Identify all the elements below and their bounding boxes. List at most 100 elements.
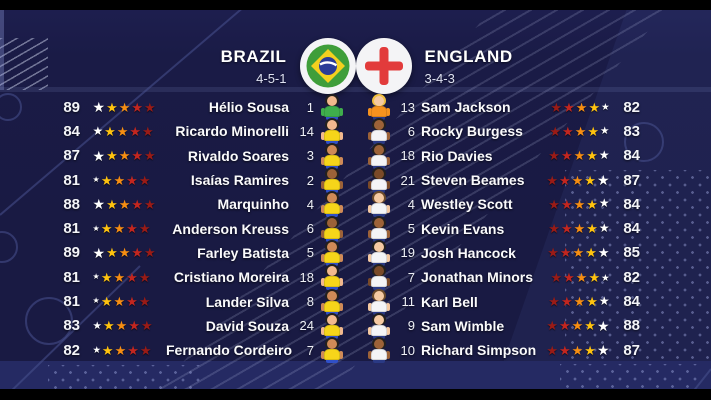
home-star-rating: ★ ★ ★ ★ ★ <box>80 319 166 332</box>
home-star-rating: ★ ★ ★ ★ ★ <box>80 295 166 308</box>
avatar-armR <box>339 326 343 335</box>
lineup-row: 81 ★ ★ ★ ★ ★ Anderson Kreuss 6 5 Kevin Evans… <box>0 215 711 242</box>
avatar-torso <box>324 276 340 288</box>
avatar-face <box>327 290 337 301</box>
home-player-avatar-icon <box>320 167 344 194</box>
star-icon: ★ <box>563 99 575 115</box>
away-player-entry: 13 Sam Jackson ★ ★ ★ ★ ★ 82 <box>367 94 640 121</box>
star-icon: ★ <box>144 148 156 164</box>
star-icon: ★ <box>560 148 573 164</box>
home-team-name: BRAZIL <box>220 47 287 66</box>
star-icon: ★ <box>103 318 115 334</box>
away-player-name: Sam Wimble <box>421 317 505 334</box>
star-icon: ★ <box>572 245 585 261</box>
star-icon: ★ <box>596 172 610 189</box>
away-player-number: 11 <box>401 294 416 310</box>
home-player-avatar-icon <box>320 288 344 315</box>
away-player-name: Westley Scott <box>421 196 513 213</box>
star-icon: ★ <box>129 123 142 139</box>
avatar-armL <box>368 156 372 165</box>
home-player-avatar-icon <box>320 94 344 121</box>
away-player-entry: 7 Jonathan Minors ★ ★ ★ ★ ★ 82 <box>367 264 640 291</box>
avatar-armL <box>368 278 372 287</box>
away-player-number: 4 <box>407 196 415 212</box>
avatar-armL <box>321 205 325 214</box>
avatar-face <box>327 339 337 350</box>
home-player-avatar-icon <box>320 239 344 266</box>
avatar-face <box>374 217 384 228</box>
away-player-rating: 87 <box>623 341 640 359</box>
home-player-entry: 84 ★ ★ ★ ★ ★ Ricardo Minorelli 14 <box>52 118 344 145</box>
away-star-rating: ★ ★ ★ ★ ★ <box>536 246 612 259</box>
star-icon: ★ <box>92 319 103 332</box>
away-player-rating: 84 <box>623 195 640 213</box>
away-player-name: Rocky Burgess <box>421 123 523 140</box>
home-player-avatar-icon <box>320 312 344 339</box>
home-player-rating: 84 <box>63 122 80 140</box>
star-icon: ★ <box>142 123 154 139</box>
avatar-face <box>327 120 337 131</box>
star-icon: ★ <box>598 293 610 308</box>
star-icon: ★ <box>575 269 588 285</box>
avatar-armR <box>339 351 343 360</box>
star-icon: ★ <box>100 221 113 237</box>
avatar-armL <box>321 181 325 190</box>
home-player-rating: 88 <box>63 195 80 213</box>
home-player-entry: 81 ★ ★ ★ ★ ★ Isaías Ramires 2 <box>52 167 344 194</box>
star-icon: ★ <box>92 244 106 261</box>
star-icon: ★ <box>92 272 100 282</box>
avatar-armL <box>321 108 325 117</box>
star-icon: ★ <box>92 123 104 138</box>
team-flags <box>299 38 412 94</box>
avatar-armR <box>386 132 390 141</box>
england-flag-icon <box>355 38 412 94</box>
lineup-row: 87 ★ ★ ★ ★ ★ Rivaldo Soares 3 18 Rio Davies … <box>0 142 711 169</box>
avatar-face <box>327 266 337 277</box>
home-star-rating: ★ ★ ★ ★ ★ <box>80 100 166 114</box>
away-player-avatar-icon <box>367 264 391 291</box>
star-icon: ★ <box>548 221 560 237</box>
star-icon: ★ <box>113 294 126 310</box>
home-star-rating: ★ ★ ★ ★ ★ <box>80 149 166 163</box>
avatar-armL <box>321 278 325 287</box>
home-player-number: 6 <box>306 221 314 237</box>
home-player-rating: 87 <box>63 147 80 165</box>
avatar-torso <box>371 179 387 191</box>
away-player-rating: 82 <box>623 98 640 116</box>
home-team-block: BRAZIL 4-5-1 <box>117 38 300 86</box>
star-icon: ★ <box>118 196 131 212</box>
avatar-torso <box>371 251 387 263</box>
star-icon: ★ <box>584 172 596 188</box>
home-player-rating: 82 <box>63 341 80 359</box>
letterbox-bottom <box>0 389 711 400</box>
home-star-rating: ★ ★ ★ ★ ★ <box>80 222 166 235</box>
avatar-armR <box>339 132 343 141</box>
star-icon: ★ <box>571 172 584 188</box>
avatar-armL <box>321 132 325 141</box>
star-icon: ★ <box>546 172 558 188</box>
avatar-face <box>374 96 384 107</box>
star-icon: ★ <box>138 221 151 237</box>
home-star-rating: ★ ★ ★ ★ ★ <box>80 271 166 284</box>
away-player-avatar-icon <box>367 118 391 145</box>
star-icon: ★ <box>547 245 559 261</box>
avatar-armR <box>339 205 343 214</box>
lineup-row: 84 ★ ★ ★ ★ ★ Ricardo Minorelli 14 6 Rocky Bu… <box>0 118 711 145</box>
star-icon: ★ <box>558 318 571 334</box>
star-icon: ★ <box>558 172 571 188</box>
avatar-face <box>374 314 384 325</box>
avatar-torso <box>324 154 340 166</box>
avatar-armL <box>321 253 325 262</box>
star-icon: ★ <box>116 123 129 139</box>
avatar-torso <box>371 227 387 239</box>
home-player-number: 24 <box>299 318 314 334</box>
home-player-number: 18 <box>299 269 314 285</box>
star-icon: ★ <box>92 147 106 164</box>
star-icon: ★ <box>550 99 563 115</box>
avatar-face <box>374 120 384 131</box>
home-player-number: 1 <box>306 99 314 115</box>
star-icon: ★ <box>574 123 587 139</box>
star-icon: ★ <box>139 342 152 358</box>
star-icon: ★ <box>92 344 101 356</box>
